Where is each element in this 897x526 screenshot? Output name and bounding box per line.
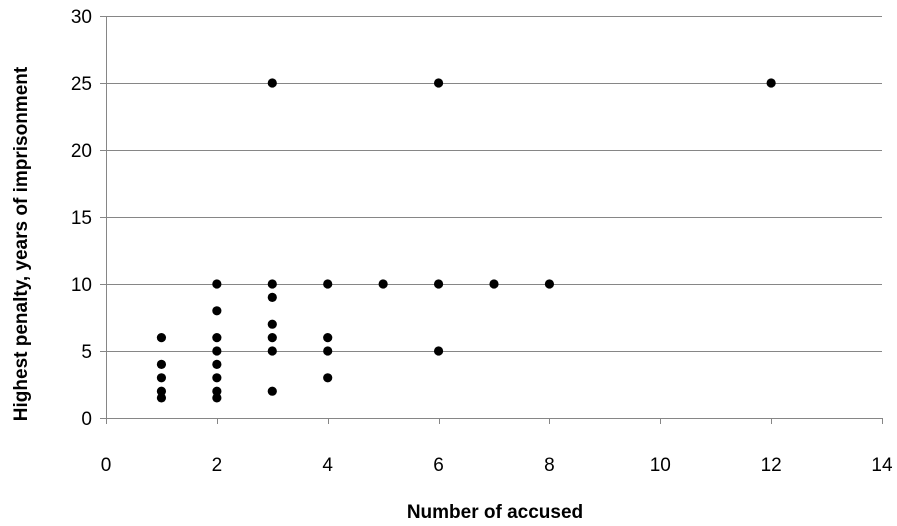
data-point bbox=[212, 346, 222, 356]
data-point bbox=[212, 333, 222, 343]
data-point bbox=[212, 393, 222, 403]
data-point bbox=[323, 373, 333, 383]
data-point bbox=[267, 346, 277, 356]
data-point bbox=[267, 78, 277, 88]
data-point bbox=[489, 279, 499, 289]
data-point bbox=[156, 373, 167, 383]
data-point bbox=[267, 292, 277, 302]
data-point bbox=[267, 386, 277, 396]
data-point bbox=[267, 279, 277, 289]
y-tick-label: 25 bbox=[71, 74, 92, 95]
gridlines bbox=[106, 16, 882, 352]
x-tick-label: 8 bbox=[544, 455, 555, 476]
data-point bbox=[212, 279, 222, 289]
axes bbox=[100, 16, 883, 424]
data-point bbox=[212, 386, 222, 396]
data-point bbox=[156, 333, 167, 343]
data-point bbox=[156, 386, 167, 396]
data-point bbox=[323, 333, 333, 343]
y-tick-label: 5 bbox=[81, 342, 92, 363]
tick-labels: 0 5 10 15 20 25 30 0 2 4 6 8 10 12 14 bbox=[71, 7, 893, 476]
data-point bbox=[433, 279, 444, 289]
data-point bbox=[156, 393, 167, 403]
x-tick-label: 14 bbox=[871, 455, 893, 476]
data-point bbox=[212, 373, 222, 383]
x-tick-label: 6 bbox=[433, 455, 444, 476]
x-tick-label: 10 bbox=[650, 455, 671, 476]
y-tick-label: 30 bbox=[71, 7, 92, 28]
data-point bbox=[378, 279, 388, 289]
data-point bbox=[544, 279, 555, 289]
data-points bbox=[156, 78, 776, 403]
data-point bbox=[156, 359, 167, 369]
x-tick-label: 2 bbox=[212, 455, 223, 476]
x-tick-label: 0 bbox=[101, 455, 112, 476]
data-point bbox=[323, 279, 333, 289]
y-tick-label: 0 bbox=[81, 409, 92, 430]
data-point bbox=[212, 306, 222, 316]
x-tick-label: 12 bbox=[761, 455, 782, 476]
x-tick-label: 4 bbox=[322, 455, 333, 476]
x-axis-title: Number of accused bbox=[407, 502, 583, 523]
y-axis-title: Highest penalty, years of imprisonment bbox=[11, 66, 32, 421]
data-point bbox=[267, 319, 277, 329]
data-point bbox=[323, 346, 333, 356]
data-point bbox=[267, 333, 277, 343]
data-point bbox=[212, 359, 222, 369]
y-tick-label: 20 bbox=[71, 141, 92, 162]
data-point bbox=[433, 346, 444, 356]
y-tick-label: 10 bbox=[71, 275, 92, 296]
data-point bbox=[433, 78, 444, 88]
data-point bbox=[766, 78, 776, 88]
y-tick-label: 15 bbox=[71, 208, 92, 229]
